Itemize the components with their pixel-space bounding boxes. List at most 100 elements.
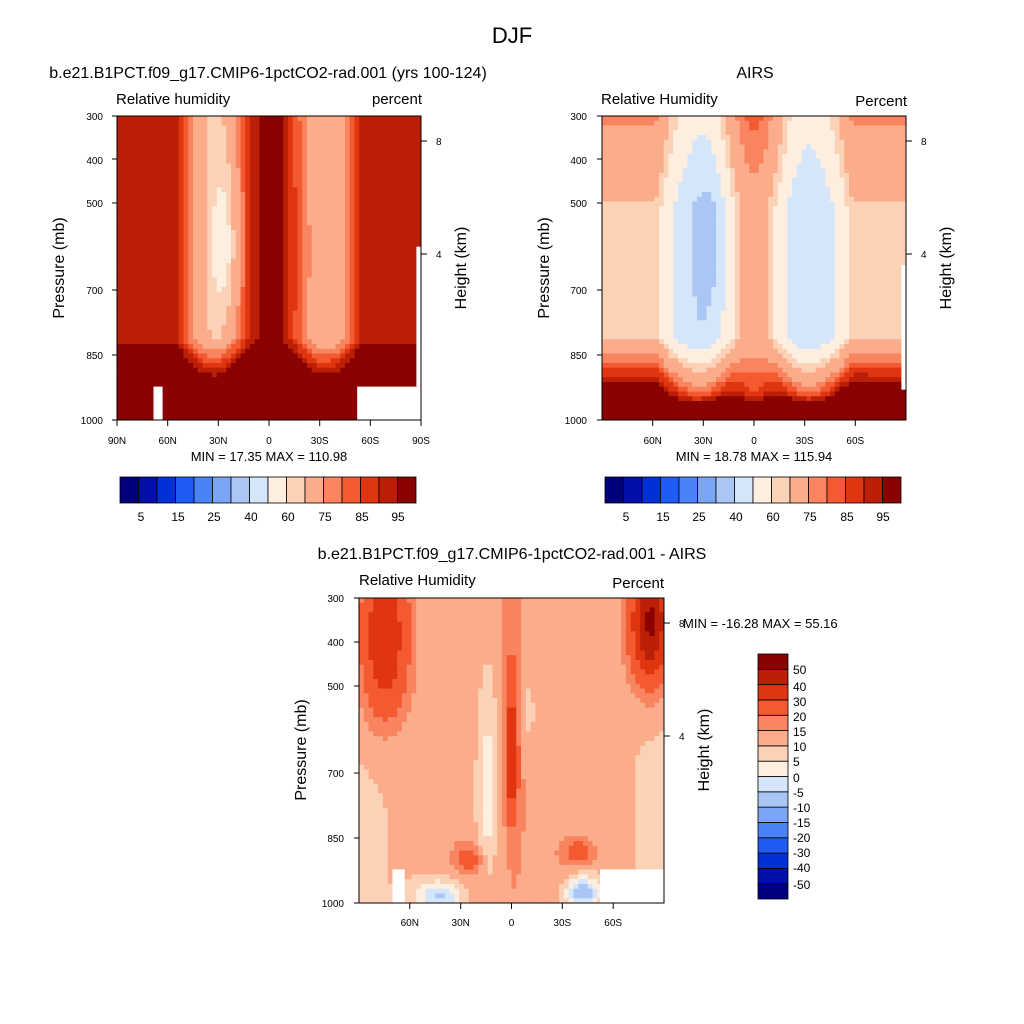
model-contour-cell xyxy=(193,120,199,127)
model-contour-cell xyxy=(264,182,270,188)
obs-contour-cell xyxy=(868,116,874,122)
model-contour-cell xyxy=(302,315,308,321)
model-contour-cell xyxy=(406,358,413,364)
model-contour-cell xyxy=(330,329,337,336)
obs-contour-cell xyxy=(830,135,836,141)
model-contour-cell xyxy=(126,386,132,393)
model-contour-cell xyxy=(197,396,204,402)
model-contour-cell xyxy=(164,230,170,236)
model-contour-cell xyxy=(392,149,398,155)
model-contour-cell xyxy=(231,363,237,369)
model-contour-cell xyxy=(240,130,246,136)
obs-contour-cell xyxy=(692,158,698,165)
model-contour-cell xyxy=(273,249,280,255)
model-contour-cell xyxy=(387,144,394,150)
model-contour-cell xyxy=(150,234,156,241)
model-contour-cell xyxy=(212,154,218,160)
model-contour-cell xyxy=(340,211,346,217)
model-contour-cell xyxy=(221,339,227,345)
model-contour-cell xyxy=(259,116,265,122)
model-contour-cell xyxy=(387,282,394,288)
model-contour-cell xyxy=(292,344,299,350)
model-contour-cell xyxy=(359,372,365,378)
model-contour-cell xyxy=(240,253,246,260)
model-contour-cell xyxy=(288,239,294,245)
obs-contour-cell xyxy=(801,168,807,174)
model-contour-cell xyxy=(349,329,356,336)
model-contour-cell xyxy=(140,325,147,331)
model-contour-cell xyxy=(373,149,379,155)
model-contour-cell xyxy=(145,415,151,420)
model-contour-cell xyxy=(197,306,204,312)
obs-contour-cell xyxy=(749,168,755,174)
model-contour-cell xyxy=(292,329,299,336)
obs-contour-cell xyxy=(868,120,874,127)
model-contour-cell xyxy=(140,187,147,193)
model-contour-cell xyxy=(416,120,421,127)
obs-contour-cell xyxy=(682,135,689,141)
model-contour-cell xyxy=(378,348,384,355)
model-contour-cell xyxy=(354,244,360,250)
model-contour-cell xyxy=(131,220,137,226)
model-contour-cell xyxy=(278,339,284,345)
model-contour-cell xyxy=(345,372,351,378)
model-contour-cell xyxy=(174,249,180,255)
obs-contour-cell xyxy=(644,144,651,150)
obs-contour-cell xyxy=(687,168,693,174)
model-contour-cell xyxy=(307,258,313,264)
model-contour-cell xyxy=(140,182,147,188)
obs-contour-cell xyxy=(768,125,774,131)
obs-contour-cell xyxy=(763,163,769,169)
model-contour-cell xyxy=(349,144,356,150)
obs-contour-cell xyxy=(716,168,722,174)
model-contour-cell xyxy=(250,348,256,355)
model-contour-cell xyxy=(240,125,246,131)
model-contour-cell xyxy=(121,211,128,217)
obs-contour-cell xyxy=(801,139,807,146)
model-contour-cell xyxy=(121,348,128,355)
obs-contour-cell xyxy=(711,125,717,131)
model-contour-cell xyxy=(349,296,356,302)
model-contour-cell xyxy=(368,158,375,165)
model-contour-cell xyxy=(145,116,151,122)
model-contour-cell xyxy=(136,158,142,165)
model-contour-cell xyxy=(245,220,251,226)
model-contour-cell xyxy=(278,201,284,207)
model-contour-cell xyxy=(383,120,389,127)
model-contour-cell xyxy=(235,334,242,340)
model-contour-cell xyxy=(221,244,227,250)
model-contour-cell xyxy=(121,372,128,378)
model-contour-cell xyxy=(383,263,389,269)
model-contour-cell xyxy=(402,244,408,250)
model-contour-cell xyxy=(278,263,284,269)
model-contour-cell xyxy=(197,144,204,150)
model-contour-cell xyxy=(373,291,379,298)
model-contour-cell xyxy=(373,344,379,350)
model-contour-cell xyxy=(140,363,147,369)
model-contour-cell xyxy=(183,372,189,378)
model-contour-cell xyxy=(273,182,280,188)
model-contour-cell xyxy=(164,344,170,350)
model-contour-cell xyxy=(326,130,332,136)
model-contour-cell xyxy=(368,320,375,326)
obs-contour-cell xyxy=(659,120,665,127)
model-contour-cell xyxy=(269,163,275,169)
model-contour-cell xyxy=(406,125,413,131)
model-contour-cell xyxy=(273,144,280,150)
model-contour-cell xyxy=(373,358,379,364)
model-contour-cell xyxy=(321,168,327,174)
model-contour-cell xyxy=(340,310,346,317)
model-contour-cell xyxy=(221,296,227,302)
model-contour-cell xyxy=(269,139,275,146)
model-contour-cell xyxy=(311,301,318,307)
obs-contour-cell xyxy=(687,116,693,122)
model-contour-cell xyxy=(411,363,417,369)
model-contour-cell xyxy=(316,363,322,369)
obs-contour-cell xyxy=(882,135,888,141)
model-contour-cell xyxy=(240,163,246,169)
obs-contour-cell xyxy=(635,173,641,179)
model-contour-cell xyxy=(278,306,284,312)
model-contour-cell xyxy=(326,377,332,383)
obs-contour-cell xyxy=(863,173,869,179)
